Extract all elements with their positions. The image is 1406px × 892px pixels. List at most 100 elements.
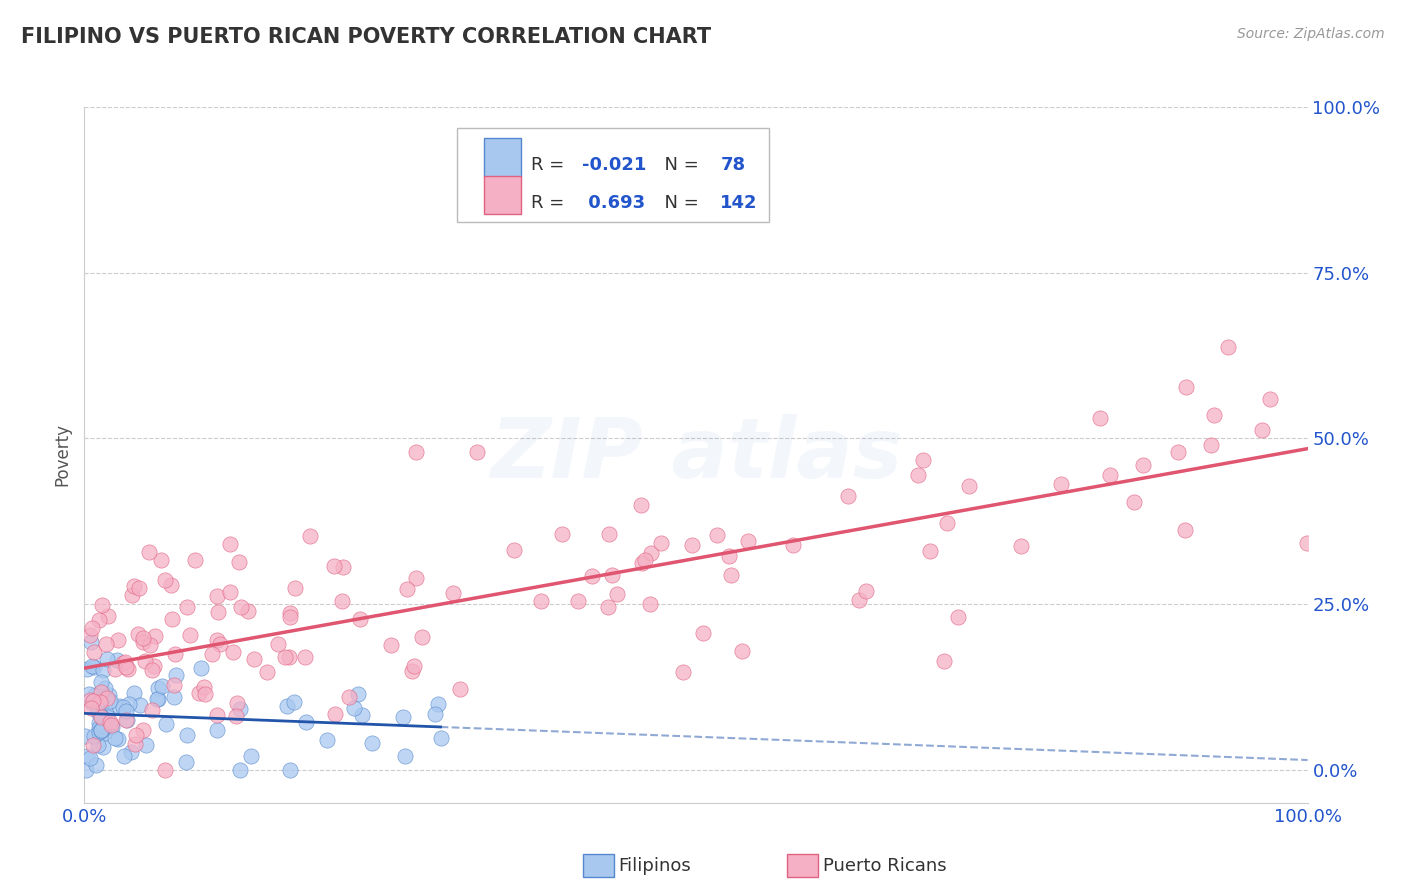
Point — [231, 599, 253, 614]
Point — [1251, 423, 1274, 437]
Point — [274, 649, 297, 664]
Point — [1258, 392, 1281, 407]
Point — [315, 732, 337, 747]
Text: R =: R = — [531, 156, 569, 174]
Point — [132, 631, 155, 645]
Point — [77, 687, 100, 701]
Point — [76, 662, 98, 676]
Point — [143, 659, 166, 673]
Point — [405, 571, 427, 585]
Point — [98, 714, 121, 729]
Point — [405, 445, 427, 459]
Point — [115, 714, 138, 728]
Point — [283, 581, 305, 595]
Bar — [583, 854, 614, 877]
Point — [114, 655, 136, 669]
Point — [174, 755, 197, 769]
Point — [598, 599, 620, 614]
Bar — [484, 138, 522, 177]
Point — [946, 609, 969, 624]
Point — [322, 558, 344, 573]
Point — [139, 638, 162, 652]
Bar — [484, 176, 522, 214]
Point — [299, 529, 322, 543]
Point — [502, 543, 524, 558]
Point — [84, 757, 107, 772]
Text: 0.693: 0.693 — [582, 194, 645, 212]
Point — [1010, 539, 1032, 553]
Point — [155, 717, 177, 731]
Point — [681, 538, 703, 552]
Point — [692, 626, 714, 640]
Point — [82, 694, 104, 708]
Point — [128, 581, 150, 595]
Point — [323, 706, 346, 721]
Point — [530, 594, 553, 608]
Point — [449, 681, 471, 696]
Point — [441, 586, 464, 600]
Point — [91, 598, 114, 612]
Point — [91, 719, 114, 733]
Point — [650, 535, 672, 549]
Point — [79, 750, 101, 764]
Point — [143, 629, 166, 643]
Point — [91, 740, 114, 755]
Point — [79, 628, 101, 642]
Point — [82, 621, 104, 635]
Point — [141, 664, 163, 678]
Point — [149, 553, 172, 567]
Point — [135, 739, 157, 753]
Point — [730, 644, 752, 658]
Point — [87, 721, 110, 735]
Point — [640, 546, 662, 560]
Point — [96, 652, 118, 666]
Point — [957, 479, 980, 493]
Point — [934, 654, 956, 668]
Point — [1099, 468, 1122, 483]
Point — [96, 710, 118, 724]
Point — [93, 712, 115, 726]
Point — [87, 614, 110, 628]
Text: R =: R = — [531, 194, 569, 212]
Point — [94, 717, 117, 731]
Point — [112, 657, 135, 671]
Point — [165, 647, 187, 661]
Point — [94, 681, 117, 695]
Point — [120, 745, 142, 759]
Point — [75, 729, 97, 743]
Point — [82, 738, 104, 752]
Point — [598, 527, 620, 541]
Point — [423, 706, 446, 721]
Point — [94, 637, 117, 651]
Point — [118, 697, 141, 711]
Point — [1174, 523, 1197, 537]
Point — [107, 732, 129, 747]
Point — [90, 674, 112, 689]
Point — [295, 714, 318, 729]
Point — [97, 719, 120, 733]
Point — [162, 612, 184, 626]
Point — [256, 665, 278, 679]
Point — [207, 723, 229, 738]
Point — [229, 702, 252, 716]
Point — [1216, 340, 1239, 354]
Point — [343, 700, 366, 714]
Point — [138, 545, 160, 559]
Point — [91, 720, 114, 734]
Point — [163, 690, 186, 704]
Point — [332, 559, 354, 574]
Point — [330, 594, 353, 608]
Point — [80, 696, 103, 710]
Point — [278, 763, 301, 777]
Point — [1122, 494, 1144, 508]
Point — [127, 627, 149, 641]
Point — [606, 586, 628, 600]
Point — [107, 633, 129, 648]
Point — [209, 637, 232, 651]
Point — [855, 584, 877, 599]
Point — [630, 499, 652, 513]
Point — [1132, 458, 1154, 472]
Point — [426, 698, 449, 712]
Point — [90, 685, 112, 699]
Point — [100, 717, 122, 731]
